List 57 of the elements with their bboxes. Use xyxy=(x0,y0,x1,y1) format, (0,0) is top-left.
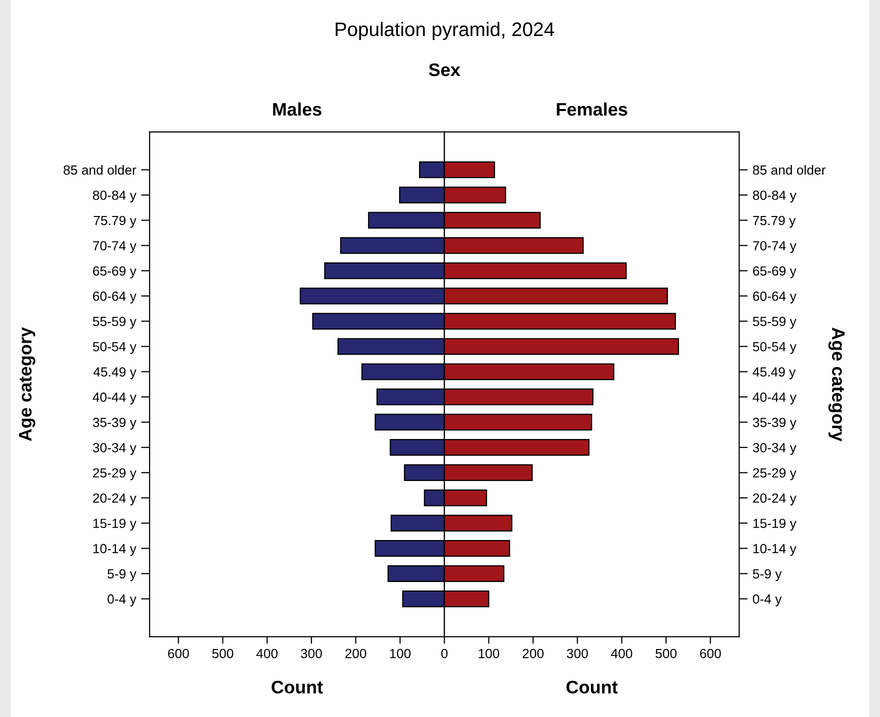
y-tick-label: 55-59 y xyxy=(92,316,136,329)
y-tick-label: 85 and older xyxy=(752,165,826,175)
y-axis-title: Age category xyxy=(19,327,36,442)
x-tick-label: 600 xyxy=(168,648,189,658)
x-tick-label: 0 xyxy=(441,648,448,658)
y-tick-label: 0-4 y xyxy=(752,594,782,606)
y-tick-label: 50-54 y xyxy=(92,342,136,354)
y-tick-label: 65-69 y xyxy=(753,266,796,278)
y-tick-label: 80-84 y xyxy=(752,190,796,203)
y-tick-label: 25-29 y xyxy=(93,468,136,480)
y-tick-label: 20-24 y xyxy=(753,493,796,506)
y-tick-label: 75.79 y xyxy=(94,216,136,228)
x-tick-label: 300 xyxy=(300,648,322,658)
y-tick-label: 45.49 y xyxy=(752,367,796,380)
x-tick-label: 100 xyxy=(478,648,500,658)
x-tick-label: 500 xyxy=(212,648,234,658)
y-tick-label: 5-9 y xyxy=(108,569,136,582)
chart-subtitle: Sex xyxy=(428,63,460,76)
y-tick-label: 85 and older xyxy=(64,165,136,175)
y-axis-title: Age category xyxy=(828,328,845,442)
x-tick-label: 200 xyxy=(345,648,366,658)
x-axis-title: Count xyxy=(566,680,618,694)
y-tick-label: 75.79 y xyxy=(753,216,796,228)
y-tick-label: 60-64 y xyxy=(93,292,136,304)
y-tick-label: 45.49 y xyxy=(93,367,136,380)
y-tick-label: 30-34 y xyxy=(752,442,796,455)
x-tick-label: 200 xyxy=(522,648,544,658)
y-tick-label: 15-19 y xyxy=(93,518,136,531)
y-tick-label: 15-19 y xyxy=(753,518,796,531)
y-tick-label: 70-74 y xyxy=(753,241,796,254)
y-tick-label: 20-24 y xyxy=(93,493,136,506)
text: Females xyxy=(556,102,628,116)
y-tick-label: 10-14 y xyxy=(753,544,796,556)
x-tick-label: 600 xyxy=(700,648,721,658)
y-tick-label: 40-44 y xyxy=(92,392,136,404)
y-tick-label: 50-54 y xyxy=(752,342,796,354)
y-tick-label: 10-14 y xyxy=(93,544,136,556)
y-tick-label: 5-9 y xyxy=(752,569,782,582)
y-tick-label: 55-59 y xyxy=(752,316,796,329)
y-tick-label: 80-84 y xyxy=(92,190,136,203)
y-tick-label: 40-44 y xyxy=(752,392,796,404)
y-tick-label: 70-74 y xyxy=(93,241,136,254)
y-tick-label: 65-69 y xyxy=(93,266,136,278)
x-tick-label: 400 xyxy=(256,648,278,658)
x-tick-label: 500 xyxy=(656,648,677,658)
y-tick-label: 35-39 y xyxy=(752,418,796,430)
x-tick-label: 400 xyxy=(611,648,632,658)
chart-title: Population pyramid, 2024 xyxy=(336,22,554,40)
y-tick-label: 25-29 y xyxy=(753,468,796,480)
text: Males xyxy=(273,102,322,116)
y-tick-label: 30-34 y xyxy=(92,442,136,455)
y-tick-label: 60-64 y xyxy=(753,292,796,304)
x-tick-label: 100 xyxy=(390,648,411,658)
x-tick-label: 300 xyxy=(566,648,588,658)
y-tick-label: 0-4 y xyxy=(108,594,136,606)
x-axis-title: Count xyxy=(272,680,323,694)
y-tick-label: 35-39 y xyxy=(92,418,136,430)
